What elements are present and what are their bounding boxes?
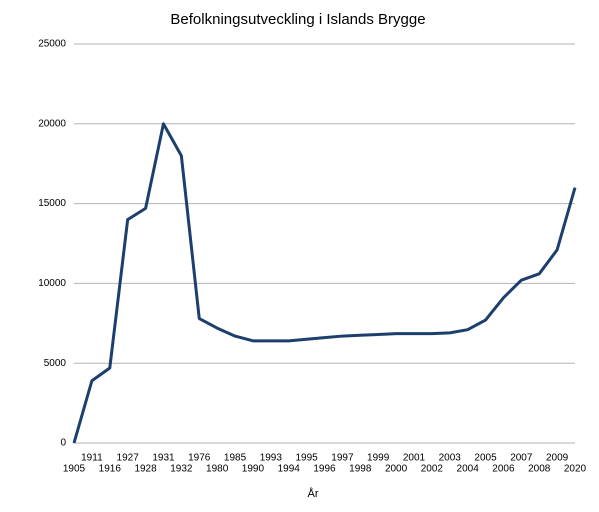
x-tick-label: 2002 xyxy=(421,464,444,475)
x-tick-label: 2008 xyxy=(528,464,551,475)
x-tick-label: 2020 xyxy=(564,464,587,475)
x-tick-label: 2005 xyxy=(474,453,497,464)
chart-title: Befolkningsutveckling i Islands Brygge xyxy=(170,11,425,28)
x-tick-label: 1927 xyxy=(117,453,140,464)
x-tick-label: 1994 xyxy=(278,464,301,475)
x-tick-label: 2003 xyxy=(439,453,462,464)
x-tick-label: 2004 xyxy=(457,464,480,475)
x-tick-label: 1905 xyxy=(63,464,86,475)
x-tick-label: 2001 xyxy=(403,453,426,464)
x-tick-label: 2009 xyxy=(546,453,569,464)
y-tick-label: 5000 xyxy=(44,358,67,369)
x-tick-label: 1976 xyxy=(188,453,211,464)
x-tick-label: 1990 xyxy=(242,464,265,475)
y-tick-label: 15000 xyxy=(38,198,66,209)
y-tick-label: 25000 xyxy=(38,39,66,50)
x-tick-label: 2000 xyxy=(385,464,408,475)
y-tick-label: 10000 xyxy=(38,278,66,289)
x-tick-label: 1932 xyxy=(170,464,193,475)
x-tick-label: 1980 xyxy=(206,464,229,475)
x-tick-label: 2007 xyxy=(510,453,533,464)
x-tick-label: 1916 xyxy=(99,464,122,475)
x-tick-label: 1998 xyxy=(349,464,372,475)
x-tick-label: 1928 xyxy=(134,464,157,475)
x-tick-label: 1985 xyxy=(224,453,247,464)
line-series xyxy=(72,122,577,444)
x-tick-label: 1993 xyxy=(260,453,283,464)
x-tick-label: 2006 xyxy=(492,464,515,475)
y-tick-label: 0 xyxy=(60,438,66,449)
x-tick-label: 1931 xyxy=(152,453,175,464)
x-tick-label: 1995 xyxy=(295,453,318,464)
x-tick-label: 1997 xyxy=(331,453,354,464)
x-axis-title: År xyxy=(308,487,319,500)
x-tick-label: 1999 xyxy=(367,453,390,464)
x-tick-label: 1996 xyxy=(313,464,336,475)
y-tick-label: 20000 xyxy=(38,118,66,129)
x-tick-label: 1911 xyxy=(81,453,103,464)
